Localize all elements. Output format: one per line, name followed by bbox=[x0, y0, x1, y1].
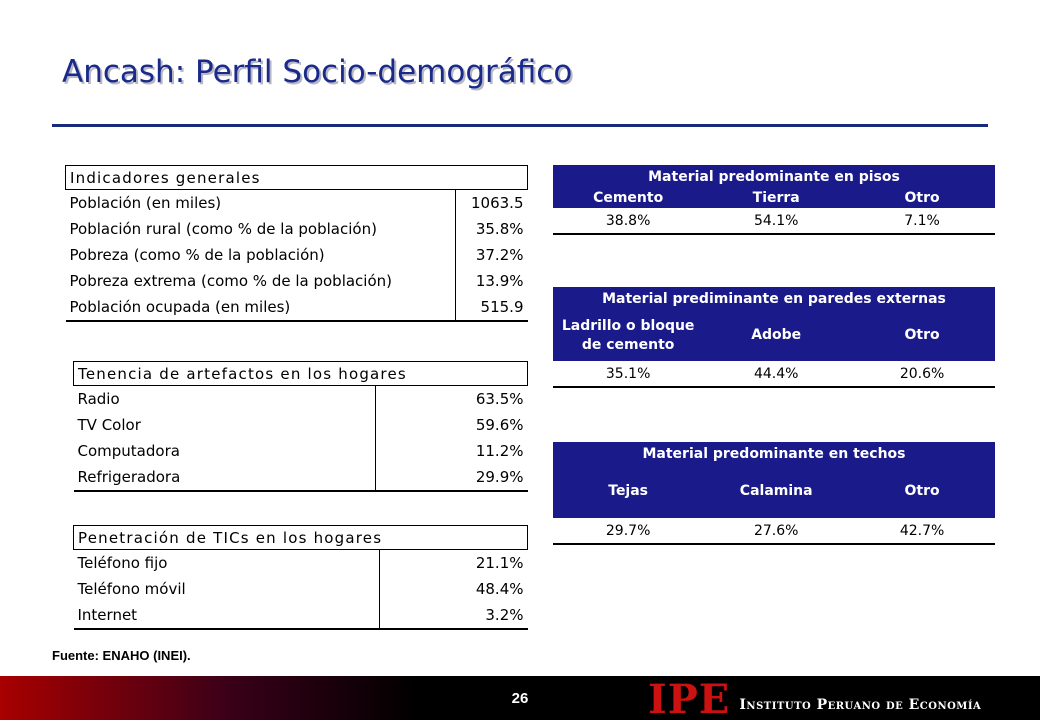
logo-mark: IPE bbox=[648, 676, 731, 723]
table-row: TV Color 59.6% bbox=[74, 412, 528, 438]
pisos-column-header: Cemento bbox=[553, 189, 704, 209]
artefactos-table: Tenencia de artefactos en los hogares Ra… bbox=[73, 361, 528, 492]
table-row: Radio 63.5% bbox=[74, 385, 528, 412]
tic-value: 21.1% bbox=[379, 549, 528, 576]
indicadores-header: Indicadores generales bbox=[65, 165, 528, 190]
indicator-value: 515.9 bbox=[455, 294, 528, 322]
slide-title: Ancash: Perfil Socio-demográfico bbox=[62, 54, 573, 90]
table-row: Población ocupada (en miles) 515.9 bbox=[65, 294, 528, 322]
tic-value: 48.4% bbox=[379, 576, 528, 602]
paredes-value: 35.1% bbox=[553, 361, 704, 388]
paredes-value: 44.4% bbox=[703, 361, 850, 388]
techos-column-header: Tejas bbox=[553, 466, 704, 519]
pisos-table: Material predominante en pisos Cemento T… bbox=[553, 165, 995, 235]
tics-header: Penetración de TICs en los hogares bbox=[73, 525, 528, 550]
appliance-value: 29.9% bbox=[374, 464, 528, 492]
tic-label: Internet bbox=[73, 602, 380, 630]
appliance-label: Refrigeradora bbox=[73, 464, 376, 492]
appliance-value: 59.6% bbox=[374, 412, 528, 438]
indicator-value: 37.2% bbox=[455, 242, 528, 268]
appliance-label: Radio bbox=[77, 390, 120, 408]
table-row: 29.7% 27.6% 42.7% bbox=[553, 518, 995, 545]
pisos-value: 7.1% bbox=[849, 208, 995, 235]
table-row: Población (en miles) 1063.5 bbox=[66, 189, 528, 216]
source-note: Fuente: ENAHO (INEI). bbox=[52, 648, 191, 663]
table-row: Computadora 11.2% bbox=[74, 438, 528, 464]
appliance-label: TV Color bbox=[77, 416, 141, 434]
pisos-column-header: Otro bbox=[849, 189, 995, 209]
paredes-header: Material prediminante en paredes externa… bbox=[553, 287, 995, 311]
paredes-column-header: Adobe bbox=[703, 311, 850, 362]
pisos-header: Material predominante en pisos bbox=[553, 165, 995, 189]
appliance-value: 63.5% bbox=[374, 385, 528, 412]
techos-table: Material predominante en techos Tejas Ca… bbox=[553, 442, 995, 545]
tic-label: Teléfono fijo bbox=[77, 554, 168, 572]
table-row: Población rural (como % de la población)… bbox=[66, 216, 528, 242]
indicator-value: 13.9% bbox=[455, 268, 528, 294]
tic-label: Teléfono móvil bbox=[77, 580, 186, 598]
pisos-value: 38.8% bbox=[553, 208, 704, 235]
indicator-label: Población (en miles) bbox=[69, 194, 222, 212]
tic-value: 3.2% bbox=[379, 602, 528, 630]
paredes-table: Material prediminante en paredes externa… bbox=[553, 287, 995, 388]
indicator-label: Pobreza extrema (como % de la población) bbox=[69, 272, 393, 290]
indicator-label: Población rural (como % de la población) bbox=[69, 220, 377, 238]
table-row: Pobreza (como % de la población) 37.2% bbox=[66, 242, 528, 268]
tics-table: Penetración de TICs en los hogares Teléf… bbox=[73, 525, 528, 630]
title-divider bbox=[52, 124, 988, 127]
table-row: 38.8% 54.1% 7.1% bbox=[553, 208, 995, 235]
page-number: 26 bbox=[511, 690, 529, 707]
table-row: Refrigeradora 29.9% bbox=[73, 464, 528, 492]
techos-value: 29.7% bbox=[553, 518, 704, 545]
pisos-column-header: Tierra bbox=[703, 189, 850, 209]
table-row: Teléfono móvil 48.4% bbox=[74, 576, 528, 602]
appliance-value: 11.2% bbox=[374, 438, 528, 464]
appliance-label: Computadora bbox=[77, 442, 180, 460]
techos-header: Material predominante en techos bbox=[553, 442, 995, 466]
paredes-value: 20.6% bbox=[849, 361, 995, 388]
paredes-column-header: Otro bbox=[849, 311, 995, 362]
footer-bar bbox=[0, 676, 1040, 720]
ipe-logo: IPE Instituto Peruano de Economía bbox=[648, 680, 981, 720]
techos-column-header: Otro bbox=[849, 466, 995, 519]
logo-name: Instituto Peruano de Economía bbox=[739, 697, 982, 713]
pisos-value: 54.1% bbox=[703, 208, 850, 235]
table-row: Teléfono fijo 21.1% bbox=[74, 549, 528, 576]
table-row: Pobreza extrema (como % de la población)… bbox=[66, 268, 528, 294]
table-row: 35.1% 44.4% 20.6% bbox=[553, 361, 995, 388]
indicator-value: 1063.5 bbox=[455, 189, 528, 216]
techos-value: 27.6% bbox=[703, 518, 850, 545]
indicadores-table: Indicadores generales Población (en mile… bbox=[65, 165, 528, 322]
table-row: Internet 3.2% bbox=[73, 602, 528, 630]
indicator-value: 35.8% bbox=[455, 216, 528, 242]
indicator-label: Población ocupada (en miles) bbox=[65, 294, 456, 322]
techos-value: 42.7% bbox=[849, 518, 995, 545]
indicator-label: Pobreza (como % de la población) bbox=[69, 246, 325, 264]
paredes-column-header: Ladrillo o bloque de cemento bbox=[553, 311, 704, 362]
artefactos-header: Tenencia de artefactos en los hogares bbox=[73, 361, 528, 386]
techos-column-header: Calamina bbox=[703, 466, 850, 519]
